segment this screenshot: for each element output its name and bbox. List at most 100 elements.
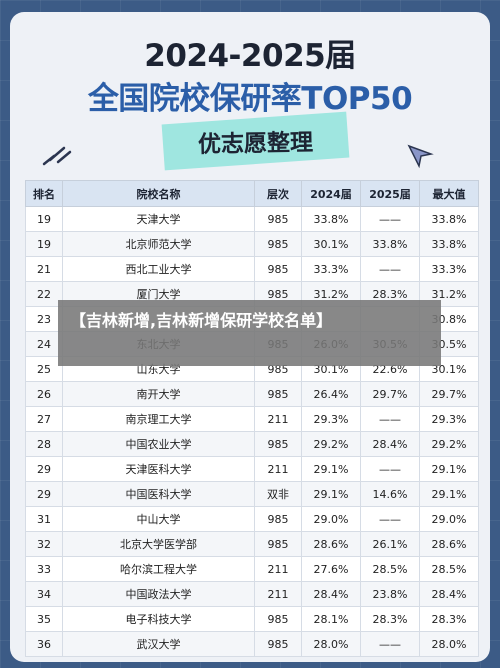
table-cell: 211 [254,456,302,482]
table-cell: 29.2% [301,431,361,457]
table-cell: 北京大学医学部 [62,531,255,557]
table-cell: 天津医科大学 [62,456,255,482]
table-row: 26 南开大学 985 26.4% 29.7% 29.7% [25,381,479,407]
table-cell: 29 [25,456,63,482]
table-cell: 27 [25,406,63,432]
table-cell: 中国农业大学 [62,431,255,457]
table-cell: 29.3% [419,406,479,432]
table-cell: 北京师范大学 [62,231,255,257]
table-cell: 双非 [254,481,302,507]
table-cell: 28.5% [419,556,479,582]
table-cell: 29.2% [419,431,479,457]
table-cell: 28.4% [301,581,361,607]
table-cell: 33 [25,556,63,582]
table-cell: 23 [25,306,63,332]
table-cell: 985 [254,206,302,232]
table-cell: 35 [25,606,63,632]
table-cell: 33.3% [301,256,361,282]
table-cell: —— [360,406,420,432]
table-row: 29 天津医科大学 211 29.1% —— 29.1% [25,456,479,482]
table-header-row: 排名 院校名称 层次 2024届 2025届 最大值 [25,180,479,207]
table-cell: 26.1% [360,531,420,557]
table-cell: 211 [254,581,302,607]
table-cell: 28.3% [360,606,420,632]
table-cell: 28.4% [419,581,479,607]
table-cell: —— [360,456,420,482]
table-cell: —— [360,206,420,232]
table-cell: 29.1% [301,481,361,507]
table-cell: 中国政法大学 [62,581,255,607]
table-cell: 武汉大学 [62,631,255,657]
table-cell: 33.8% [301,206,361,232]
table-cell: 33.8% [419,231,479,257]
table-cell: 985 [254,531,302,557]
table-cell: 29.1% [301,456,361,482]
table-cell: 28.1% [301,606,361,632]
table-row: 28 中国农业大学 985 29.2% 28.4% 29.2% [25,431,479,457]
arrow-decoration-icon [407,144,434,169]
table-cell: 985 [254,256,302,282]
table-cell: 南京理工大学 [62,406,255,432]
table-cell: 33.3% [419,256,479,282]
table-row: 33 哈尔滨工程大学 211 27.6% 28.5% 28.5% [25,556,479,582]
table-row: 34 中国政法大学 211 28.4% 23.8% 28.4% [25,581,479,607]
table-row: 22 厦门大学 985 31.2% 28.3% 31.2% [25,281,479,307]
table-cell: 28.3% [419,606,479,632]
table-cell: 985 [254,431,302,457]
table-cell: 985 [254,506,302,532]
column-header: 排名 [25,180,63,207]
table-cell: 28.5% [360,556,420,582]
table-cell: 19 [25,206,63,232]
table-cell: 985 [254,631,302,657]
table-cell: 电子科技大学 [62,606,255,632]
table-cell: 22 [25,281,63,307]
year-title: 2024-2025届 [144,38,356,74]
table-cell: 29 [25,481,63,507]
table-cell: 19 [25,231,63,257]
table-cell: 211 [254,556,302,582]
table-cell: 28.6% [419,531,479,557]
table-cell: 28.6% [301,531,361,557]
table-cell: 中国医科大学 [62,481,255,507]
table-cell: 28.0% [419,631,479,657]
table-cell: 西北工业大学 [62,256,255,282]
table-cell: 34 [25,581,63,607]
overlay-banner: 【吉林新增,吉林新增保研学校名单】 [58,300,441,366]
table-cell: 36 [25,631,63,657]
table-row: 29 中国医科大学 双非 29.1% 14.6% 29.1% [25,481,479,507]
table-cell: —— [360,256,420,282]
column-header: 2024届 [301,180,361,207]
table-row: 21 西北工业大学 985 33.3% —— 33.3% [25,256,479,282]
table-row: 19 北京师范大学 985 30.1% 33.8% 33.8% [25,231,479,257]
main-title: 全国院校保研率TOP50 [87,81,413,117]
table-cell: 33.8% [360,231,420,257]
table-row: 36 武汉大学 985 28.0% —— 28.0% [25,631,479,657]
table-cell: 29.7% [419,381,479,407]
table-row: 19 天津大学 985 33.8% —— 33.8% [25,206,479,232]
subtitle: 优志愿整理 [197,129,314,159]
table-cell: 29.0% [419,506,479,532]
table-cell: 29.3% [301,406,361,432]
column-header: 院校名称 [62,180,255,207]
ranking-table: 排名 院校名称 层次 2024届 2025届 最大值 19 天津大学 985 33.8% —— 33… [25,180,479,657]
table-cell: 29.1% [419,481,479,507]
column-header: 最大值 [419,180,479,207]
table-cell: 28.0% [301,631,361,657]
table-cell: 29.7% [360,381,420,407]
table-cell: 29.0% [301,506,361,532]
table-cell: 23.8% [360,581,420,607]
table-cell: 26 [25,381,63,407]
table-body: 19 天津大学 985 33.8% —— 33.8% 19 北京师范大学 985 30.1% 33.… [25,206,479,657]
table-row: 31 中山大学 985 29.0% —— 29.0% [25,506,479,532]
table-cell: 985 [254,231,302,257]
table-cell: 21 [25,256,63,282]
table-cell: 28 [25,431,63,457]
table-cell: 28.4% [360,431,420,457]
column-header: 2025届 [360,180,420,207]
table-cell: 14.6% [360,481,420,507]
table-cell: 27.6% [301,556,361,582]
table-cell: 30.1% [301,231,361,257]
table-cell: 24 [25,331,63,357]
table-cell: 32 [25,531,63,557]
table-cell: 25 [25,356,63,382]
